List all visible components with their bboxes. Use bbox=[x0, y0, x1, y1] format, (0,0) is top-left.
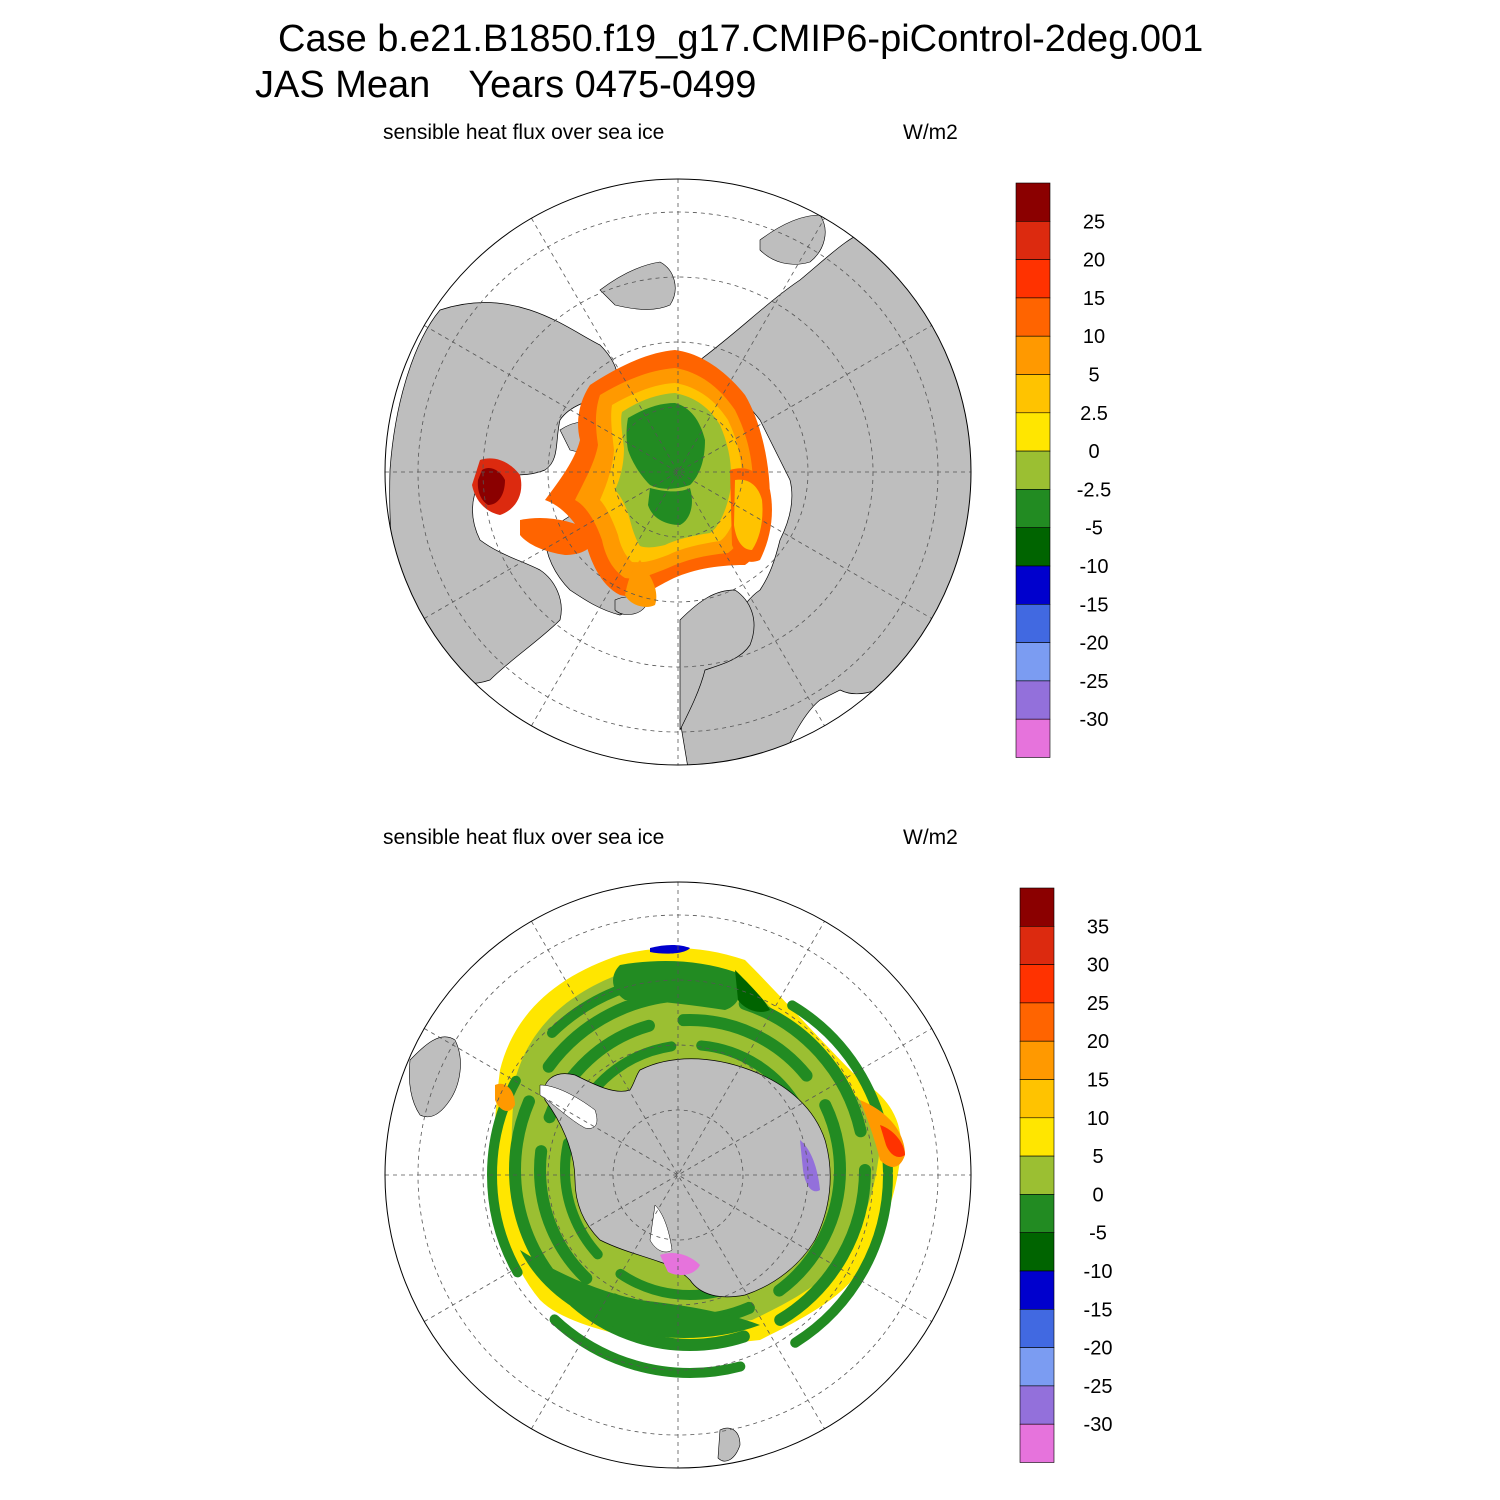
colorbar-swatch bbox=[1019, 1194, 1055, 1234]
colorbar-swatch bbox=[1015, 603, 1051, 643]
north-panel-label: sensible heat flux over sea ice bbox=[383, 121, 665, 144]
colorbar-swatch bbox=[1015, 527, 1051, 567]
south-land bbox=[409, 1036, 831, 1462]
colorbar-tick-label: 25 bbox=[1087, 993, 1109, 1015]
colorbar-tick-label: 10 bbox=[1083, 326, 1105, 348]
colorbar-swatch bbox=[1019, 1040, 1055, 1080]
years-label: Years 0475-0499 bbox=[468, 64, 757, 106]
colorbar-swatch bbox=[1015, 412, 1051, 452]
colorbar-swatch bbox=[1019, 1117, 1055, 1157]
north-sea-ice-field bbox=[472, 350, 772, 607]
south-polar-map bbox=[384, 881, 972, 1469]
colorbar-tick-label: -25 bbox=[1084, 1376, 1113, 1398]
colorbar-tick-label: 35 bbox=[1087, 916, 1109, 938]
north-polar-map bbox=[384, 178, 972, 766]
colorbar-swatch bbox=[1015, 642, 1051, 682]
season-label: JAS Mean bbox=[255, 64, 431, 106]
colorbar-tick-label: 5 bbox=[1092, 1146, 1103, 1168]
colorbar-swatch bbox=[1015, 718, 1051, 758]
colorbar-swatch bbox=[1019, 1423, 1055, 1463]
north-colorbar: -30 -25 -20 -15 -10 -5 -2.5 0 2.5 5 10 15 20 25 bbox=[1015, 182, 1111, 758]
colorbar-tick-label: 10 bbox=[1087, 1108, 1109, 1130]
colorbar-tick-label: -2.5 bbox=[1077, 479, 1111, 501]
colorbar-tick-label: -10 bbox=[1080, 556, 1109, 578]
colorbar-tick-label: -15 bbox=[1084, 1299, 1113, 1321]
colorbar-swatch bbox=[1015, 259, 1051, 299]
colorbar-swatch bbox=[1015, 565, 1051, 605]
colorbar-tick-label: -15 bbox=[1080, 594, 1109, 616]
colorbar-tick-label: 20 bbox=[1083, 250, 1105, 272]
colorbar-swatch bbox=[1019, 1155, 1055, 1195]
colorbar-tick-label: -20 bbox=[1084, 1338, 1113, 1360]
south-colorbar: -30 -25 -20 -15 -10 -5 0 5 10 15 20 25 30 35 bbox=[1019, 887, 1113, 1463]
colorbar-tick-label: 15 bbox=[1087, 1070, 1109, 1092]
colorbar-swatch bbox=[1019, 925, 1055, 965]
colorbar-tick-label: 15 bbox=[1083, 288, 1105, 310]
colorbar-swatch bbox=[1015, 221, 1051, 260]
colorbar-tick-label: -30 bbox=[1084, 1414, 1113, 1436]
colorbar-tick-label: 0 bbox=[1092, 1184, 1103, 1206]
colorbar-swatch bbox=[1015, 182, 1051, 222]
colorbar-swatch bbox=[1019, 1270, 1055, 1310]
colorbar-swatch bbox=[1019, 1002, 1055, 1042]
north-panel-units: W/m2 bbox=[903, 121, 958, 144]
colorbar-swatch bbox=[1015, 680, 1051, 720]
south-panel-label: sensible heat flux over sea ice bbox=[383, 826, 665, 849]
colorbar-swatch bbox=[1015, 489, 1051, 528]
colorbar-swatch bbox=[1019, 1079, 1055, 1119]
colorbar-tick-label: 2.5 bbox=[1080, 403, 1108, 425]
colorbar-swatch bbox=[1019, 1347, 1055, 1387]
colorbar-tick-label: -25 bbox=[1080, 671, 1109, 693]
colorbar-tick-label: -20 bbox=[1080, 633, 1109, 655]
colorbar-tick-label: 30 bbox=[1087, 955, 1109, 977]
colorbar-tick-label: -5 bbox=[1085, 518, 1103, 540]
colorbar-swatch bbox=[1019, 964, 1055, 1004]
north-graticule bbox=[385, 179, 971, 765]
figure-title-period: JAS Mean Years 0475-0499 bbox=[255, 64, 756, 107]
colorbar-swatch bbox=[1015, 335, 1051, 375]
colorbar-tick-label: 5 bbox=[1088, 365, 1099, 387]
colorbar-swatch bbox=[1015, 297, 1051, 337]
south-graticule bbox=[385, 882, 971, 1468]
colorbar-swatch bbox=[1019, 887, 1055, 927]
colorbar-tick-label: 0 bbox=[1088, 441, 1099, 463]
colorbar-tick-label: 25 bbox=[1083, 211, 1105, 233]
colorbar-tick-label: 20 bbox=[1087, 1031, 1109, 1053]
figure-title-case: Case b.e21.B1850.f19_g17.CMIP6-piControl… bbox=[278, 18, 1204, 60]
colorbar-swatch bbox=[1019, 1309, 1055, 1348]
colorbar-tick-label: -5 bbox=[1089, 1223, 1107, 1245]
colorbar-swatch bbox=[1015, 374, 1051, 414]
colorbar-swatch bbox=[1015, 450, 1051, 490]
colorbar-swatch bbox=[1019, 1232, 1055, 1272]
colorbar-swatch bbox=[1019, 1385, 1055, 1425]
south-panel-units: W/m2 bbox=[903, 826, 958, 849]
colorbar-tick-label: -10 bbox=[1084, 1261, 1113, 1283]
colorbar-tick-label: -30 bbox=[1080, 709, 1109, 731]
